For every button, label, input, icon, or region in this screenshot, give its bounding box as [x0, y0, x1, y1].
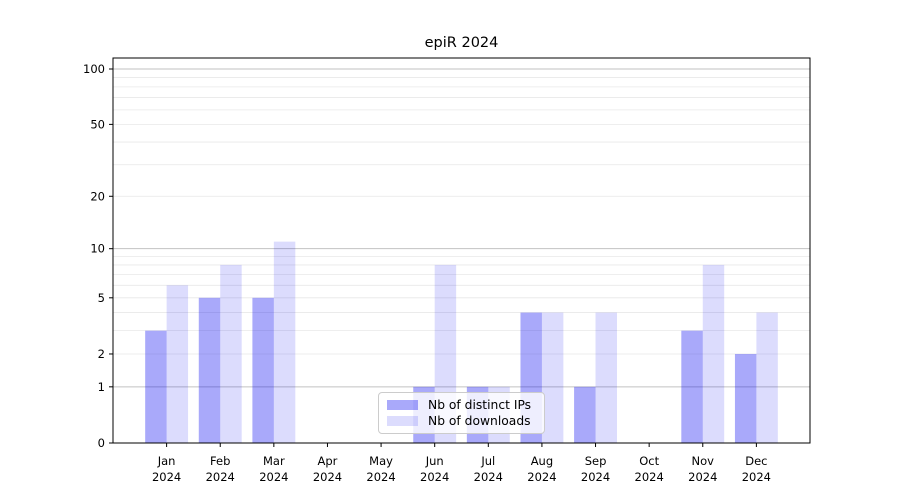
bar-distinct-ips-dec — [734, 353, 757, 443]
y-tick-label: 10 — [90, 242, 105, 256]
x-tick-label-year: 2024 — [259, 470, 288, 484]
x-tick-label-year: 2024 — [420, 470, 449, 484]
bar-distinct-ips-mar — [252, 297, 274, 443]
x-tick-label-month: Sep — [585, 454, 607, 468]
x-tick-label-month: Jul — [480, 454, 495, 468]
x-tick-label-month: Aug — [531, 454, 553, 468]
chart-title: epiR 2024 — [424, 35, 499, 51]
y-tick-label: 2 — [98, 347, 105, 361]
x-tick-label-year: 2024 — [206, 470, 235, 484]
x-tick-label-year: 2024 — [527, 470, 556, 484]
bar-distinct-ips-feb — [198, 297, 221, 443]
legend-label-downloads: Nb of downloads — [428, 413, 531, 428]
bar-distinct-ips-nov — [681, 330, 703, 443]
x-tick-label-month: Nov — [692, 454, 715, 468]
bar-distinct-ips-sep — [574, 386, 596, 443]
x-tick-label-month: Mar — [263, 454, 285, 468]
y-tick-label: 1 — [98, 380, 105, 394]
x-tick-label-month: Feb — [210, 454, 230, 468]
legend-swatch-distinct-ips-icon — [387, 400, 418, 411]
bar-downloads-feb — [220, 264, 242, 443]
y-tick-label: 0 — [98, 436, 105, 450]
y-tick-label: 20 — [90, 189, 105, 203]
x-tick-label-year: 2024 — [581, 470, 610, 484]
x-tick-label-month: Oct — [639, 454, 659, 468]
x-tick-label-year: 2024 — [742, 470, 771, 484]
y-tick-label: 50 — [90, 117, 105, 131]
x-tick-label-year: 2024 — [366, 470, 395, 484]
x-tick-label-month: Apr — [318, 454, 338, 468]
bar-downloads-aug — [541, 312, 564, 443]
x-tick-label-year: 2024 — [474, 470, 503, 484]
x-tick-label-year: 2024 — [313, 470, 342, 484]
x-tick-label-month: Jan — [157, 454, 176, 468]
bar-downloads-sep — [595, 312, 617, 443]
y-tick-label: 100 — [83, 62, 105, 76]
legend-item-distinct-ips: Nb of distinct IPs — [387, 399, 536, 411]
x-tick-label-year: 2024 — [688, 470, 717, 484]
x-tick-label-month: May — [369, 454, 393, 468]
legend: Nb of distinct IPs Nb of downloads — [378, 392, 545, 434]
legend-swatch-downloads-icon — [387, 415, 418, 426]
bar-downloads-jan — [166, 285, 189, 443]
bar-downloads-nov — [702, 264, 725, 443]
bar-distinct-ips-jan — [145, 330, 167, 443]
x-tick-label-year: 2024 — [152, 470, 181, 484]
legend-item-downloads: Nb of downloads — [387, 413, 536, 428]
legend-label-distinct-ips: Nb of distinct IPs — [428, 398, 532, 412]
plot-border — [112, 57, 811, 444]
x-tick-label-month: Dec — [745, 454, 767, 468]
bar-downloads-dec — [756, 312, 778, 443]
x-tick-label-year: 2024 — [635, 470, 664, 484]
x-tick-label-month: Jun — [425, 454, 444, 468]
y-tick-label: 5 — [98, 291, 105, 305]
bar-downloads-mar — [273, 241, 296, 443]
